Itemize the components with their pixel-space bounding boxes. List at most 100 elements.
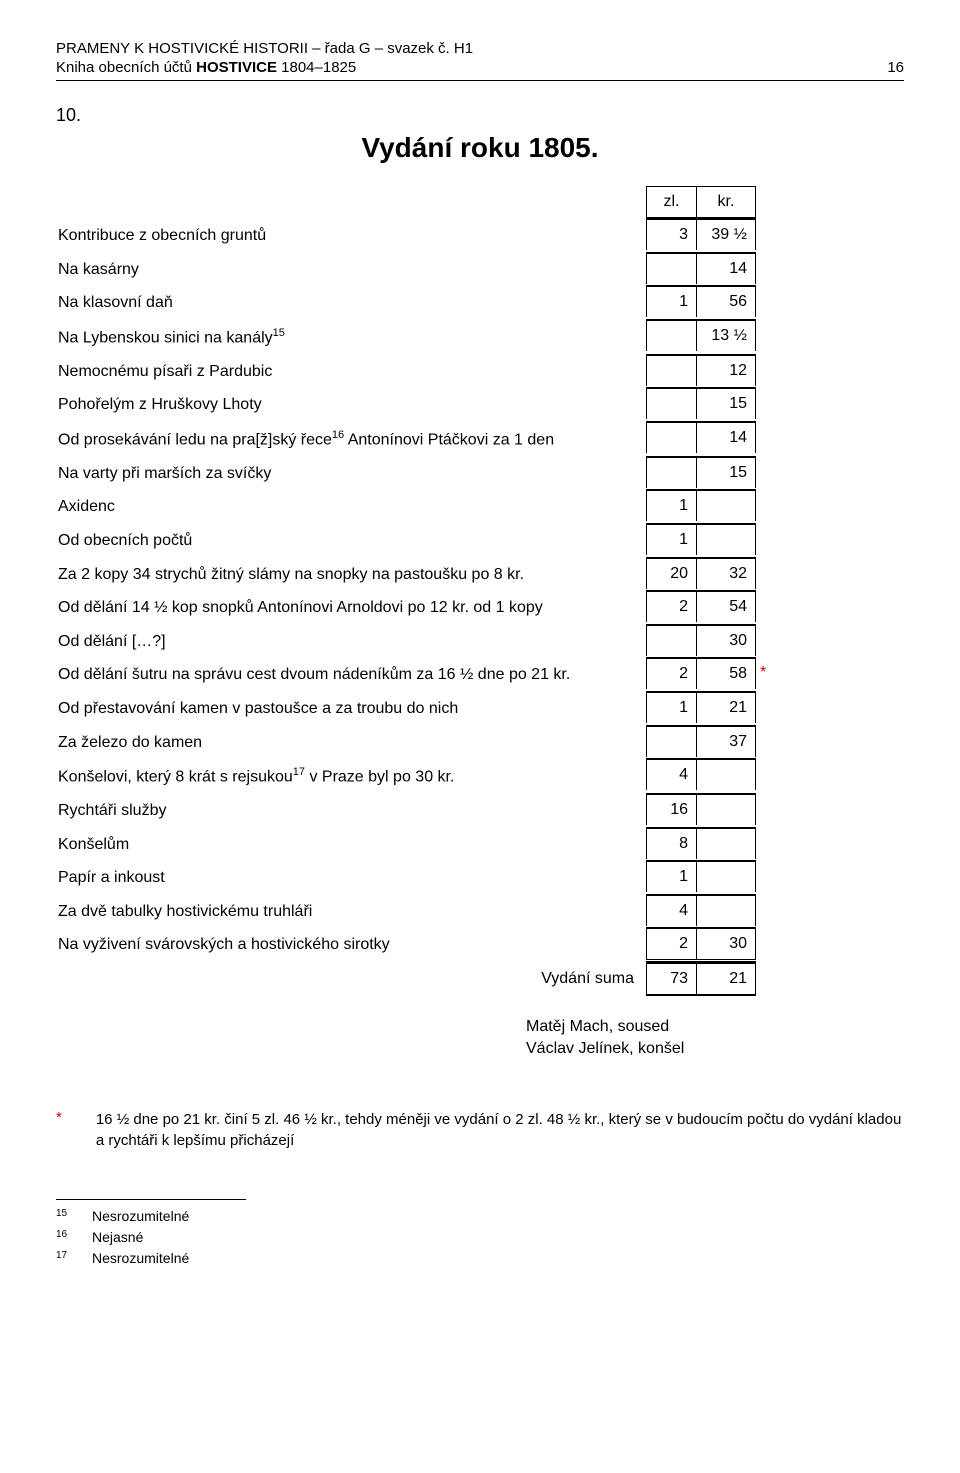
row-label: Na Lybenskou sinici na kanály15 xyxy=(56,320,646,355)
row-mark xyxy=(756,828,796,862)
row-mark xyxy=(756,861,796,895)
row-label: Na klasovní daň xyxy=(56,286,646,320)
row-values: 37 xyxy=(646,726,756,760)
cell-kr: 58 xyxy=(696,659,756,689)
row-mark xyxy=(756,759,796,794)
row-label: Za železo do kamen xyxy=(56,726,646,760)
col-zl: zl. xyxy=(646,187,696,218)
row-label: Na vyživení svárovských a hostivického s… xyxy=(56,928,646,962)
cell-zl: 1 xyxy=(646,491,696,521)
row-label: Konšelům xyxy=(56,828,646,862)
row-values: 254 xyxy=(646,591,756,625)
row-mark xyxy=(756,524,796,558)
col-kr: kr. xyxy=(696,187,756,218)
cell-zl xyxy=(646,321,696,351)
row-values: 339 ½ xyxy=(646,219,756,253)
header-mark-spacer xyxy=(756,186,796,219)
signatures: Matěj Mach, soused Václav Jelínek, konše… xyxy=(526,1016,904,1061)
cell-kr: 12 xyxy=(696,356,756,386)
ledger-table: zl. kr. Kontribuce z obecních gruntů339 … xyxy=(56,186,904,996)
row-values: 1 xyxy=(646,490,756,524)
cell-kr: 32 xyxy=(696,559,756,589)
header-line-1: PRAMENY K HOSTIVICKÉ HISTORII – řada G –… xyxy=(56,40,904,57)
cell-kr xyxy=(696,525,756,555)
cell-zl: 1 xyxy=(646,693,696,723)
signature-2: Václav Jelínek, konšel xyxy=(526,1038,904,1060)
header-line-2: Kniha obecních účtů HOSTIVICE 1804–1825 … xyxy=(56,59,904,76)
cell-zl xyxy=(646,458,696,488)
cell-kr: 13 ½ xyxy=(696,321,756,351)
row-values: 13 ½ xyxy=(646,320,756,355)
row-label: Za dvě tabulky hostivickému truhláři xyxy=(56,895,646,929)
cell-kr xyxy=(696,862,756,892)
row-values: 30 xyxy=(646,625,756,659)
cell-zl xyxy=(646,254,696,284)
row-label: Od prosekávání ledu na pra[ž]ský řece16 … xyxy=(56,422,646,457)
cell-zl xyxy=(646,356,696,386)
row-label: Od dělání […?] xyxy=(56,625,646,659)
cell-zl: 2 xyxy=(646,659,696,689)
sum-label: Vydání suma xyxy=(56,962,646,996)
cell-zl xyxy=(646,626,696,656)
row-mark xyxy=(756,625,796,659)
row-values: 230 xyxy=(646,928,756,962)
cell-zl: 3 xyxy=(646,220,696,250)
zlkr-header: zl. kr. xyxy=(646,186,756,219)
footnote-item: 17 Nesrozumitelné xyxy=(56,1248,904,1269)
cell-zl xyxy=(646,423,696,453)
cell-kr: 15 xyxy=(696,458,756,488)
row-mark xyxy=(756,928,796,962)
section-number: 10. xyxy=(56,105,904,126)
cell-kr xyxy=(696,491,756,521)
row-label: Od dělání šutru na správu cest dvoum nád… xyxy=(56,658,646,692)
header-prefix: Kniha obecních účtů xyxy=(56,59,196,76)
cell-kr: 14 xyxy=(696,423,756,453)
row-values: 258 xyxy=(646,658,756,692)
cell-zl xyxy=(646,389,696,419)
cell-kr xyxy=(696,795,756,825)
row-mark xyxy=(756,726,796,760)
header-spacer xyxy=(56,186,646,219)
cell-kr: 21 xyxy=(696,693,756,723)
cell-zl: 16 xyxy=(646,795,696,825)
row-mark: * xyxy=(756,658,796,692)
row-label: Na varty při marších za svíčky xyxy=(56,457,646,491)
page-title: Vydání roku 1805. xyxy=(56,132,904,164)
cell-kr: 37 xyxy=(696,727,756,757)
row-label: Axidenc xyxy=(56,490,646,524)
row-mark xyxy=(756,457,796,491)
row-values: 1 xyxy=(646,861,756,895)
header-bold: HOSTIVICE xyxy=(196,59,277,76)
row-values: 12 xyxy=(646,355,756,389)
footnote-text: Nesrozumitelné xyxy=(92,1206,189,1227)
row-mark xyxy=(756,253,796,287)
row-mark xyxy=(756,490,796,524)
row-values: 1 xyxy=(646,524,756,558)
row-values: 15 xyxy=(646,457,756,491)
cell-kr: 14 xyxy=(696,254,756,284)
cell-zl: 4 xyxy=(646,896,696,926)
cell-zl: 4 xyxy=(646,760,696,790)
row-values: 121 xyxy=(646,692,756,726)
row-mark xyxy=(756,591,796,625)
row-mark xyxy=(756,388,796,422)
footnote-item: 16 Nejasné xyxy=(56,1227,904,1248)
cell-kr: 56 xyxy=(696,287,756,317)
row-mark xyxy=(756,286,796,320)
cell-zl: 2 xyxy=(646,592,696,622)
row-label: Od přestavování kamen v pastoušce a za t… xyxy=(56,692,646,726)
row-label: Pohořelým z Hruškovy Lhoty xyxy=(56,388,646,422)
cell-zl: 1 xyxy=(646,862,696,892)
cell-kr: 30 xyxy=(696,626,756,656)
row-label: Na kasárny xyxy=(56,253,646,287)
sum-zl: 73 xyxy=(646,963,696,995)
footnotes: 15 Nesrozumitelné 16 Nejasné 17 Nesrozum… xyxy=(56,1206,904,1269)
row-mark xyxy=(756,794,796,828)
row-label: Od dělání 14 ½ kop snopků Antonínovi Arn… xyxy=(56,591,646,625)
cell-zl: 1 xyxy=(646,287,696,317)
row-label: Papír a inkoust xyxy=(56,861,646,895)
footnote-text: Nesrozumitelné xyxy=(92,1248,189,1269)
cell-zl: 20 xyxy=(646,559,696,589)
row-label: Za 2 kopy 34 strychů žitný slámy na snop… xyxy=(56,558,646,592)
cell-kr xyxy=(696,829,756,859)
